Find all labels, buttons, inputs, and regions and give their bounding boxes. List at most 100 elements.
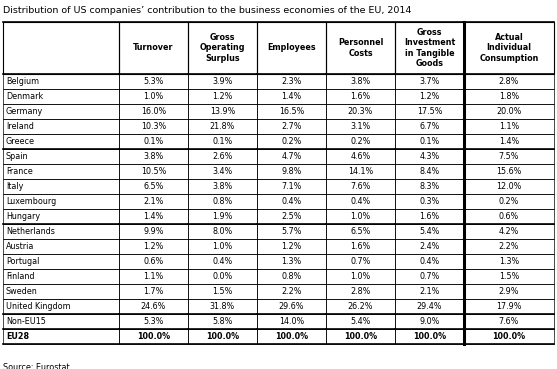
Text: 2.3%: 2.3% [281, 77, 302, 86]
Bar [395, 74, 464, 89]
Text: Luxembourg: Luxembourg [6, 197, 56, 206]
Bar [3, 284, 119, 299]
Bar [395, 119, 464, 134]
Text: 2.8%: 2.8% [499, 77, 519, 86]
Bar [395, 269, 464, 284]
Text: Distribution of US companies’ contribution to the business economies of the EU, : Distribution of US companies’ contributi… [3, 6, 412, 15]
Text: 3.9%: 3.9% [212, 77, 233, 86]
Bar [3, 314, 119, 329]
Text: 16.0%: 16.0% [141, 107, 166, 116]
Bar [119, 134, 188, 149]
Bar [326, 239, 395, 254]
Bar [188, 134, 257, 149]
Text: 0.3%: 0.3% [419, 197, 439, 206]
Text: Germany: Germany [6, 107, 43, 116]
Text: 1.0%: 1.0% [212, 242, 233, 251]
Bar [3, 329, 119, 344]
Bar [464, 269, 554, 284]
Text: 3.7%: 3.7% [419, 77, 439, 86]
Bar [464, 299, 554, 314]
Bar [3, 224, 119, 239]
Text: 0.6%: 0.6% [499, 212, 519, 221]
Bar [464, 194, 554, 209]
Text: 10.5%: 10.5% [141, 167, 166, 176]
Bar [188, 149, 257, 164]
Text: 1.4%: 1.4% [281, 92, 302, 101]
Text: 9.9%: 9.9% [143, 227, 164, 236]
Bar [326, 314, 395, 329]
Text: 2.9%: 2.9% [499, 287, 519, 296]
Text: 29.6%: 29.6% [278, 302, 304, 311]
Bar [3, 149, 119, 164]
Text: 100.0%: 100.0% [137, 332, 170, 341]
Bar [188, 119, 257, 134]
Bar [464, 164, 554, 179]
Bar [395, 254, 464, 269]
Bar [326, 74, 395, 89]
Bar [257, 179, 326, 194]
Text: 1.3%: 1.3% [281, 257, 302, 266]
Bar [119, 269, 188, 284]
Bar [257, 239, 326, 254]
Bar [119, 209, 188, 224]
Text: 1.6%: 1.6% [350, 242, 370, 251]
Text: 2.1%: 2.1% [419, 287, 439, 296]
Text: 0.8%: 0.8% [281, 272, 302, 281]
Bar [3, 74, 119, 89]
Text: 5.4%: 5.4% [350, 317, 371, 326]
Text: 20.3%: 20.3% [348, 107, 373, 116]
Text: 3.8%: 3.8% [143, 152, 164, 161]
Text: 1.5%: 1.5% [499, 272, 519, 281]
Text: 2.4%: 2.4% [419, 242, 439, 251]
Text: Non-EU15: Non-EU15 [6, 317, 46, 326]
Bar [257, 194, 326, 209]
Text: Gross
Investment
in Tangible
Goods: Gross Investment in Tangible Goods [404, 28, 455, 68]
Bar [119, 239, 188, 254]
Bar [119, 149, 188, 164]
Bar [257, 149, 326, 164]
Bar [257, 284, 326, 299]
Bar [188, 254, 257, 269]
Bar [464, 119, 554, 134]
Bar [326, 179, 395, 194]
Bar [395, 299, 464, 314]
Text: 5.3%: 5.3% [143, 77, 164, 86]
Text: Italy: Italy [6, 182, 23, 191]
Text: 1.4%: 1.4% [499, 137, 519, 146]
Text: Turnover: Turnover [133, 44, 174, 52]
Text: Netherlands: Netherlands [6, 227, 55, 236]
Text: 24.6%: 24.6% [141, 302, 166, 311]
Text: Personnel
Costs: Personnel Costs [338, 38, 383, 58]
Text: 29.4%: 29.4% [417, 302, 442, 311]
Bar [188, 194, 257, 209]
Bar [464, 22, 554, 74]
Bar [3, 119, 119, 134]
Text: Belgium: Belgium [6, 77, 39, 86]
Text: 1.6%: 1.6% [350, 92, 370, 101]
Bar [326, 119, 395, 134]
Bar [257, 224, 326, 239]
Bar [119, 22, 188, 74]
Text: 16.5%: 16.5% [279, 107, 304, 116]
Text: 3.8%: 3.8% [212, 182, 233, 191]
Bar [3, 134, 119, 149]
Text: 2.5%: 2.5% [281, 212, 302, 221]
Bar [257, 119, 326, 134]
Text: 9.8%: 9.8% [281, 167, 302, 176]
Bar [257, 89, 326, 104]
Text: 0.2%: 0.2% [281, 137, 302, 146]
Bar [464, 254, 554, 269]
Bar [395, 194, 464, 209]
Bar [119, 284, 188, 299]
Bar [395, 224, 464, 239]
Text: 21.8%: 21.8% [210, 122, 235, 131]
Bar [119, 224, 188, 239]
Bar [257, 104, 326, 119]
Bar [188, 329, 257, 344]
Text: 1.0%: 1.0% [350, 272, 370, 281]
Bar [257, 209, 326, 224]
Text: 4.3%: 4.3% [419, 152, 439, 161]
Bar [395, 89, 464, 104]
Bar [395, 104, 464, 119]
Text: 2.7%: 2.7% [281, 122, 302, 131]
